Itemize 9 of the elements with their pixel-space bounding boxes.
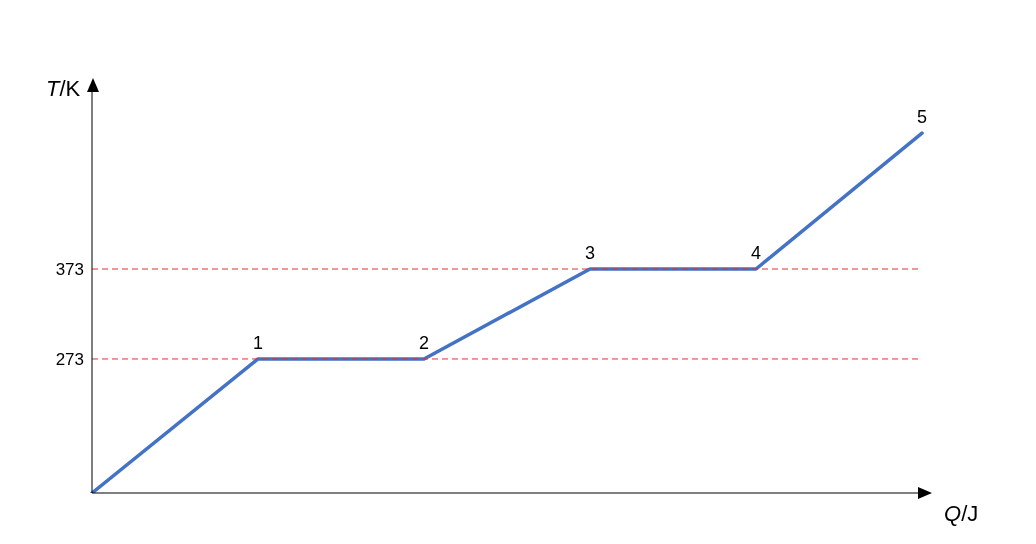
annotation: 2 [418, 332, 430, 353]
y-tick-label: 373 [55, 260, 84, 280]
annotation: 4 [750, 243, 762, 264]
annotation: 3 [584, 243, 596, 264]
annotation: 5 [916, 107, 928, 128]
annotation: 1 [252, 332, 264, 353]
y-axis-title: T/K [46, 76, 81, 101]
y-tick-label: 273 [55, 350, 84, 369]
x-axis-title: Q/J [944, 501, 979, 526]
